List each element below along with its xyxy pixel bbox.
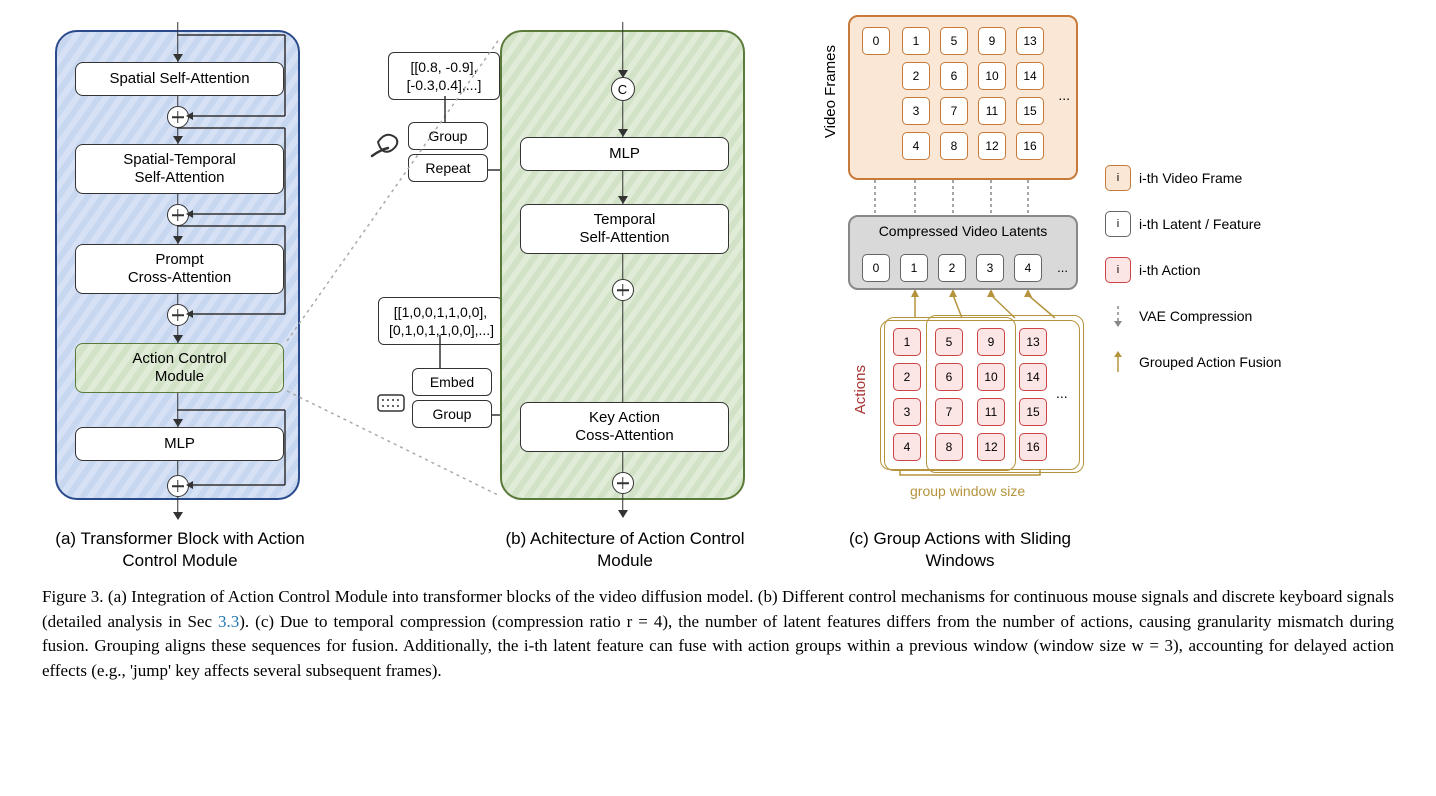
- action-cell: 10: [977, 363, 1005, 391]
- legend-item-0: ii-th Video Frame: [1105, 165, 1281, 191]
- panel-c-caption: (c) Group Actions with Sliding Windows: [830, 528, 1090, 572]
- action-cell: 14: [1019, 363, 1047, 391]
- action-cell: 4: [893, 433, 921, 461]
- latent-cell: 4: [1014, 254, 1042, 282]
- mouse-repeat-box: Repeat: [408, 154, 488, 182]
- video-frames-label: Video Frames: [822, 45, 839, 138]
- frame-cell: 1: [902, 27, 930, 55]
- action-cell: 5: [935, 328, 963, 356]
- figure-caption: Figure 3. (a) Integration of Action Cont…: [0, 570, 1436, 684]
- action-cell: 1: [893, 328, 921, 356]
- frame-cell: 13: [1016, 27, 1044, 55]
- panel-b-caption: (b) Achitecture of Action Control Module: [495, 528, 755, 572]
- frame-cell: 7: [940, 97, 968, 125]
- latent-cell: 2: [938, 254, 966, 282]
- action-cell: 8: [935, 433, 963, 461]
- panel-b-box: C MLP Temporal Self-Attention Key Action…: [500, 30, 745, 500]
- panel-a-block-1: Spatial-Temporal Self-Attention: [75, 144, 284, 194]
- key-embed-box: Embed: [412, 368, 492, 396]
- action-cell: 7: [935, 398, 963, 426]
- window-size-label: group window size: [910, 483, 1025, 499]
- key-action-ca-block: Key Action Coss-Attention: [520, 402, 729, 452]
- action-cell: 15: [1019, 398, 1047, 426]
- panel-b: C MLP Temporal Self-Attention Key Action…: [500, 30, 745, 510]
- panel-a-block-3: Action Control Module: [75, 343, 284, 393]
- frame-cell: 11: [978, 97, 1006, 125]
- compressed-label: Compressed Video Latents: [850, 223, 1076, 239]
- panel-a-box: Spatial Self-Attention Spatial-Temporal S…: [55, 30, 300, 500]
- panel-a-block-4: MLP: [75, 427, 284, 461]
- frame-cell: 16: [1016, 132, 1044, 160]
- plus-a-3: [167, 475, 189, 497]
- actions-dots: ...: [1056, 385, 1068, 401]
- frames-dots: ...: [1058, 87, 1070, 103]
- panel-a-caption: (a) Transformer Block with Action Contro…: [50, 528, 310, 572]
- concat-circle: C: [611, 77, 635, 101]
- temporal-sa-block: Temporal Self-Attention: [520, 204, 729, 254]
- panel-a-block-2: Prompt Cross-Attention: [75, 244, 284, 294]
- legend-item-3: VAE Compression: [1105, 303, 1281, 329]
- action-cell: 13: [1019, 328, 1047, 356]
- keyboard-icon: [378, 395, 404, 411]
- legend-item-2: ii-th Action: [1105, 257, 1281, 283]
- action-cell: 9: [977, 328, 1005, 356]
- frame-cell: 12: [978, 132, 1006, 160]
- frame-cell: 2: [902, 62, 930, 90]
- plus-a-2: [167, 304, 189, 326]
- frame-cell: 4: [902, 132, 930, 160]
- frame-cell: 6: [940, 62, 968, 90]
- frame-cell: 10: [978, 62, 1006, 90]
- frame-cell: 0: [862, 27, 890, 55]
- plus-a-0: [167, 106, 189, 128]
- frame-cell: 3: [902, 97, 930, 125]
- frame-cell: 15: [1016, 97, 1044, 125]
- panel-a-block-0: Spatial Self-Attention: [75, 62, 284, 96]
- action-cell: 11: [977, 398, 1005, 426]
- legend: ii-th Video Frame ii-th Latent / Feature i…: [1105, 165, 1281, 395]
- actions-label: Actions: [852, 365, 869, 414]
- legend-item-4: Grouped Action Fusion: [1105, 349, 1281, 375]
- frame-cell: 9: [978, 27, 1006, 55]
- action-cell: 6: [935, 363, 963, 391]
- figure-area: Spatial Self-Attention Spatial-Temporal S…: [0, 0, 1436, 570]
- frame-cell: 14: [1016, 62, 1044, 90]
- action-cell: 3: [893, 398, 921, 426]
- legend-item-1: ii-th Latent / Feature: [1105, 211, 1281, 237]
- key-data-box: [[1,0,0,1,1,0,0], [0,1,0,1,1,0,0],...]: [378, 297, 503, 345]
- panel-c: Video Frames 015913261014371115481216 ..…: [830, 15, 1090, 515]
- action-cell: 2: [893, 363, 921, 391]
- frame-cell: 5: [940, 27, 968, 55]
- mouse-icon: [372, 135, 397, 156]
- latent-dots: ...: [1057, 260, 1068, 275]
- actions-box: 15913261014371115481216: [880, 320, 1080, 470]
- key-group-box: Group: [412, 400, 492, 428]
- mouse-data-box: [[0.8, -0.9], [-0.3,0.4],...]: [388, 52, 500, 100]
- panel-a: Spatial Self-Attention Spatial-Temporal S…: [55, 30, 300, 510]
- mouse-group-box: Group: [408, 122, 488, 150]
- plus-a-1: [167, 204, 189, 226]
- action-cell: 12: [977, 433, 1005, 461]
- latent-cell: 1: [900, 254, 928, 282]
- mlp-block-b: MLP: [520, 137, 729, 171]
- latent-cell: 3: [976, 254, 1004, 282]
- frame-cell: 8: [940, 132, 968, 160]
- compressed-latents-box: Compressed Video Latents 01234 ...: [848, 215, 1078, 290]
- action-cell: 16: [1019, 433, 1047, 461]
- latent-cell: 0: [862, 254, 890, 282]
- video-frames-box: 015913261014371115481216 ...: [848, 15, 1078, 180]
